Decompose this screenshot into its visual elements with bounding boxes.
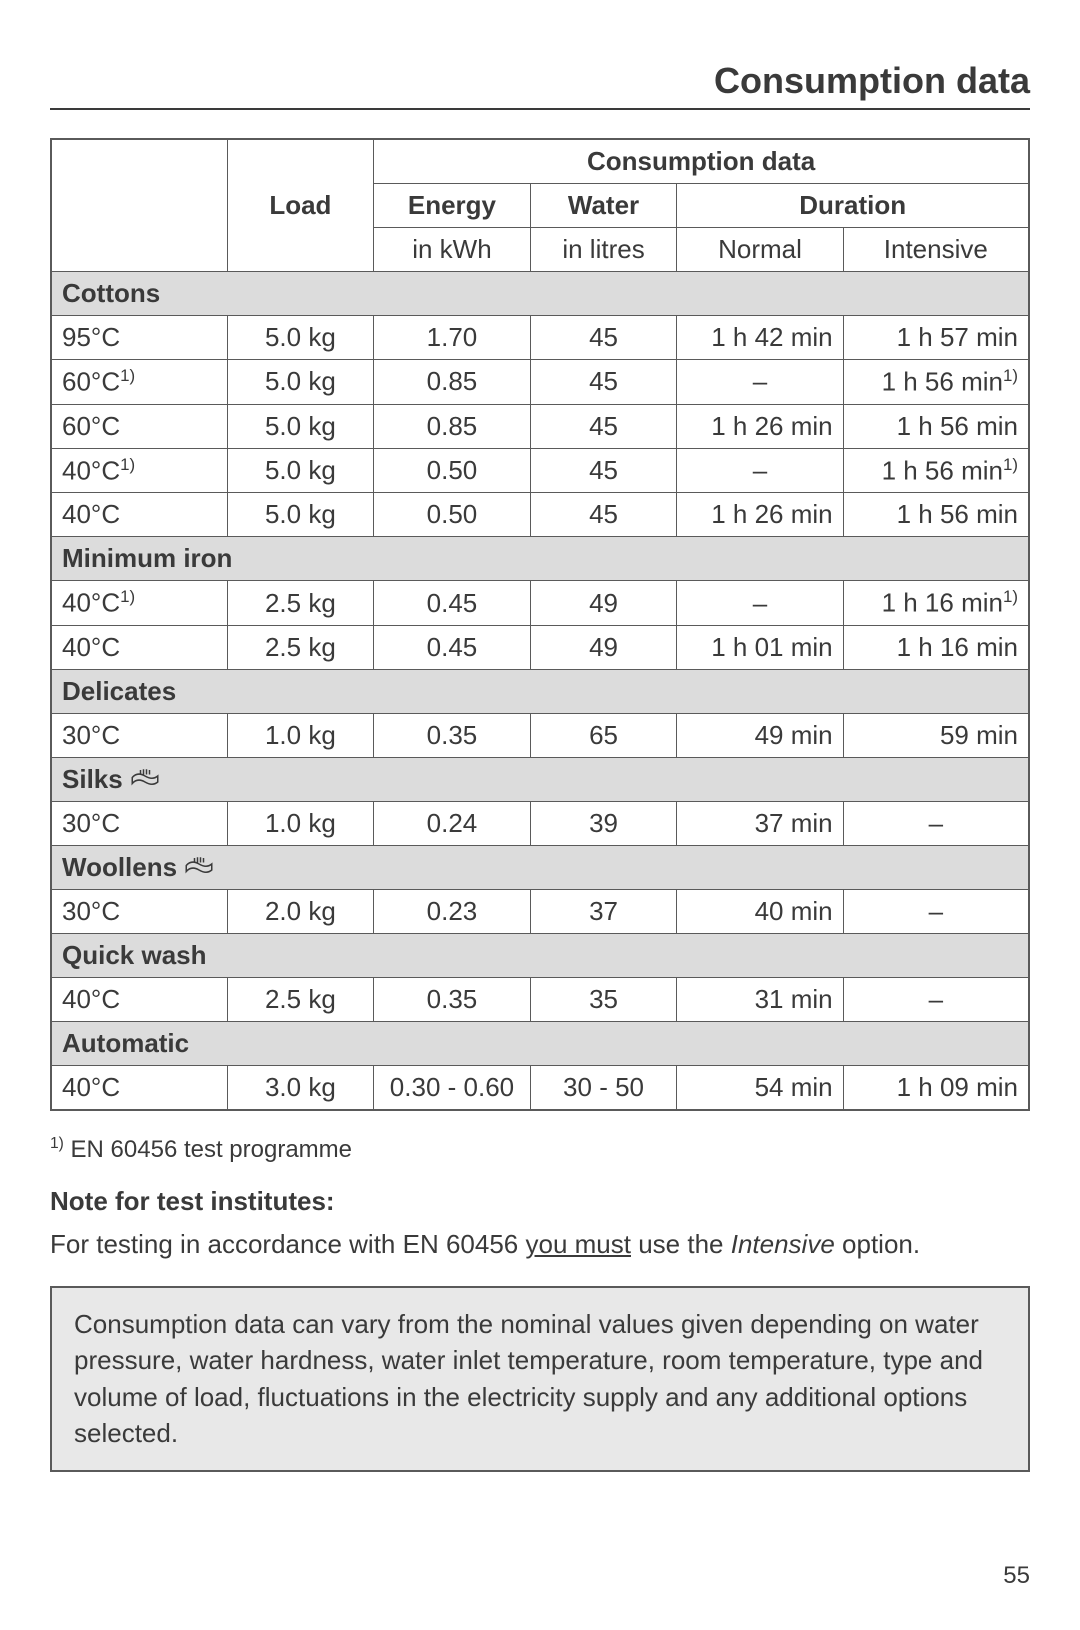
- header-water: Water: [530, 184, 677, 228]
- handwash-icon: [184, 856, 214, 878]
- table-row: 30°C1.0 kg0.243937 min–: [51, 801, 1029, 845]
- header-load: Load: [227, 139, 374, 272]
- footnote-sup: 1): [50, 1135, 64, 1152]
- footnote-text: EN 60456 test programme: [64, 1136, 352, 1163]
- table-row: 30°C2.0 kg0.233740 min–: [51, 889, 1029, 933]
- table-row: 40°C1)2.5 kg0.4549–1 h 16 min1): [51, 581, 1029, 626]
- table-row: 40°C2.5 kg0.45491 h 01 min1 h 16 min: [51, 625, 1029, 669]
- table-row: 60°C5.0 kg0.85451 h 26 min1 h 56 min: [51, 404, 1029, 448]
- section-header: Woollens: [51, 845, 1029, 889]
- note-heading: Note for test institutes:: [50, 1186, 1030, 1217]
- note-pre: For testing in accordance with EN 60456: [50, 1229, 525, 1259]
- section-header: Delicates: [51, 669, 1029, 713]
- header-consumption: Consumption data: [374, 139, 1029, 184]
- note-underline: you must: [525, 1229, 631, 1259]
- consumption-table: Load Consumption data Energy Water Durat…: [50, 138, 1030, 1111]
- section-header: Quick wash: [51, 933, 1029, 977]
- note-post: option.: [835, 1229, 920, 1259]
- table-row: 60°C1)5.0 kg0.8545–1 h 56 min1): [51, 360, 1029, 405]
- header-intensive: Intensive: [843, 228, 1029, 272]
- note-mid: use the: [631, 1229, 731, 1259]
- section-header: Automatic: [51, 1021, 1029, 1065]
- section-header: Minimum iron: [51, 537, 1029, 581]
- table-row: 40°C3.0 kg0.30 - 0.6030 - 5054 min1 h 09…: [51, 1065, 1029, 1110]
- header-energy: Energy: [374, 184, 530, 228]
- handwash-icon: [130, 768, 160, 790]
- header-water-unit: in litres: [530, 228, 677, 272]
- table-row: 40°C5.0 kg0.50451 h 26 min1 h 56 min: [51, 493, 1029, 537]
- section-header: Cottons: [51, 272, 1029, 316]
- page-number: 55: [50, 1562, 1030, 1590]
- info-box: Consumption data can vary from the nomin…: [50, 1286, 1030, 1472]
- footnote: 1) EN 60456 test programme: [50, 1135, 1030, 1164]
- page-title: Consumption data: [50, 60, 1030, 110]
- header-duration: Duration: [677, 184, 1029, 228]
- section-header: Silks: [51, 757, 1029, 801]
- note-body: For testing in accordance with EN 60456 …: [50, 1227, 1030, 1262]
- header-normal: Normal: [677, 228, 843, 272]
- table-row: 95°C5.0 kg1.70451 h 42 min1 h 57 min: [51, 316, 1029, 360]
- note-italic: Intensive: [731, 1229, 835, 1259]
- table-row: 40°C2.5 kg0.353531 min–: [51, 977, 1029, 1021]
- header-energy-unit: in kWh: [374, 228, 530, 272]
- table-row: 30°C1.0 kg0.356549 min59 min: [51, 713, 1029, 757]
- table-row: 40°C1)5.0 kg0.5045–1 h 56 min1): [51, 448, 1029, 493]
